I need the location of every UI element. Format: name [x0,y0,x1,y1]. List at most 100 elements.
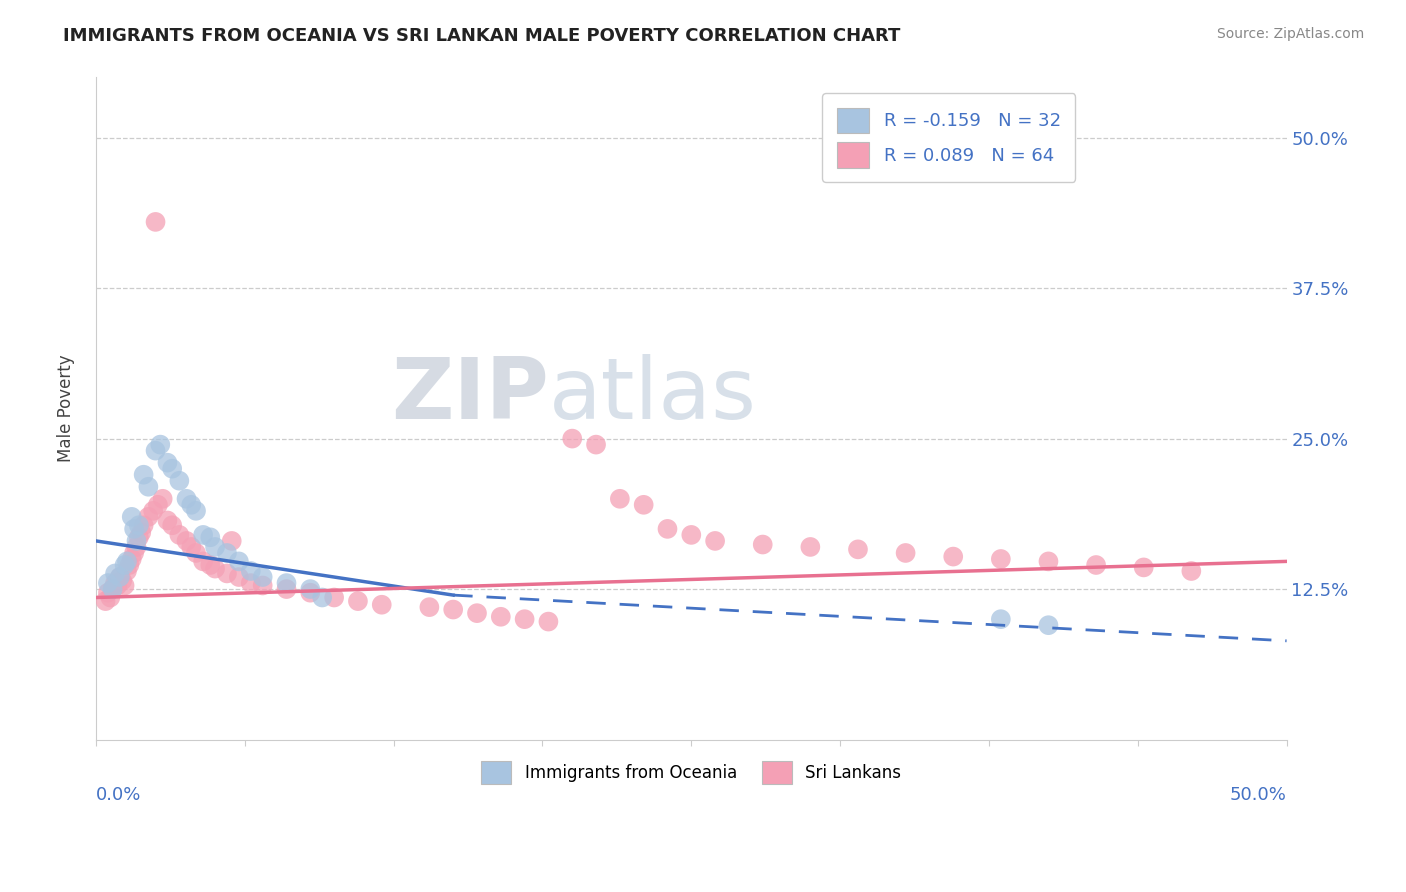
Point [169,474,191,488]
Point [114,578,136,592]
Point [228,554,250,568]
Point [160,461,183,475]
Point [204,561,226,575]
Point [98,591,121,605]
Point [371,598,394,612]
Point [132,518,155,533]
Y-axis label: Male Poverty: Male Poverty [58,355,75,462]
Text: Source: ZipAtlas.com: Source: ZipAtlas.com [1216,27,1364,41]
Text: ZIP: ZIP [391,354,548,437]
Point [160,518,183,533]
Legend: Immigrants from Oceania, Sri Lankans: Immigrants from Oceania, Sri Lankans [468,747,914,797]
Point [97,585,120,599]
Point [990,552,1012,566]
Point [184,546,207,560]
Point [138,480,160,494]
Point [347,594,370,608]
Point [276,576,298,591]
Point [176,491,198,506]
Point [145,215,167,229]
Point [441,602,464,616]
Point [191,528,214,542]
Point [633,498,655,512]
Point [156,456,179,470]
Point [215,566,238,581]
Point [537,615,560,629]
Point [751,537,773,551]
Point [125,533,148,548]
Point [149,437,172,451]
Point [121,509,143,524]
Point [252,570,274,584]
Point [128,530,150,544]
Point [180,498,202,512]
Point [585,437,607,451]
Text: atlas: atlas [548,354,756,437]
Point [115,564,138,578]
Point [184,504,207,518]
Point [146,498,169,512]
Point [122,522,145,536]
Point [299,582,322,596]
Point [108,570,131,584]
Point [221,533,243,548]
Point [101,582,124,596]
Point [122,546,145,560]
Point [104,576,127,591]
Point [228,570,250,584]
Point [1038,554,1060,568]
Point [145,443,167,458]
Point [215,546,238,560]
Point [1180,564,1202,578]
Point [94,594,117,608]
Point [323,591,346,605]
Point [156,513,179,527]
Point [704,533,727,548]
Point [657,522,679,536]
Point [97,576,120,591]
Point [1038,618,1060,632]
Point [118,558,141,572]
Point [200,558,222,572]
Point [108,570,131,584]
Point [152,491,174,506]
Point [418,600,440,615]
Point [104,566,127,581]
Text: 50.0%: 50.0% [1230,786,1286,804]
Point [169,528,191,542]
Point [176,533,198,548]
Point [252,578,274,592]
Point [299,585,322,599]
Point [115,554,138,568]
Point [114,558,136,572]
Point [894,546,917,560]
Point [101,582,124,596]
Point [681,528,703,542]
Point [1132,560,1154,574]
Point [276,582,298,596]
Point [121,552,143,566]
Point [465,606,488,620]
Point [1085,558,1108,572]
Point [990,612,1012,626]
Point [142,504,165,518]
Point [846,542,869,557]
Point [129,525,152,540]
Point [239,564,262,578]
Point [180,540,202,554]
Point [609,491,631,506]
Point [489,609,512,624]
Point [107,578,129,592]
Point [204,540,226,554]
Point [138,509,160,524]
Point [799,540,821,554]
Point [561,432,583,446]
Text: IMMIGRANTS FROM OCEANIA VS SRI LANKAN MALE POVERTY CORRELATION CHART: IMMIGRANTS FROM OCEANIA VS SRI LANKAN MA… [63,27,901,45]
Point [111,574,134,588]
Point [942,549,965,564]
Point [128,518,150,533]
Point [200,530,222,544]
Point [132,467,155,482]
Text: 0.0%: 0.0% [96,786,142,804]
Point [191,554,214,568]
